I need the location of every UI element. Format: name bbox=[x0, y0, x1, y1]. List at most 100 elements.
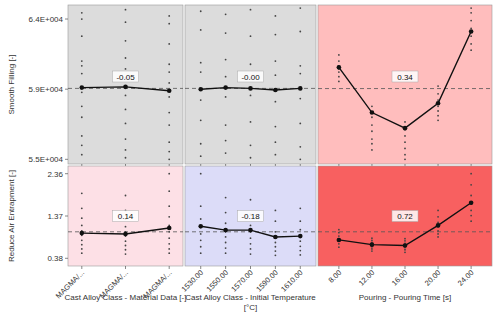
y-tick bbox=[65, 19, 68, 20]
point bbox=[470, 12, 472, 14]
x-tick bbox=[169, 266, 170, 269]
point bbox=[168, 71, 170, 73]
point bbox=[225, 59, 227, 61]
point bbox=[250, 237, 252, 239]
x-tick-label: 1590.00 bbox=[254, 268, 280, 294]
y-tick-label: 0.38 bbox=[47, 254, 63, 263]
point bbox=[81, 18, 83, 20]
main-effect-point bbox=[273, 235, 278, 240]
point bbox=[125, 249, 127, 251]
x-tick bbox=[200, 266, 201, 269]
point bbox=[371, 239, 373, 241]
y-tick-label: 5.9E+004 bbox=[29, 85, 64, 94]
point bbox=[404, 135, 406, 137]
point bbox=[200, 252, 202, 254]
x-tick bbox=[300, 266, 301, 269]
point bbox=[81, 217, 83, 219]
point bbox=[250, 157, 252, 159]
point bbox=[299, 220, 301, 222]
point bbox=[470, 210, 472, 212]
main-effect-line bbox=[339, 32, 471, 129]
point bbox=[299, 65, 301, 67]
point bbox=[338, 80, 340, 82]
point bbox=[470, 43, 472, 45]
point bbox=[168, 158, 170, 160]
point bbox=[250, 144, 252, 146]
point bbox=[338, 54, 340, 56]
annotation: 0.34 bbox=[397, 73, 413, 82]
point bbox=[168, 190, 170, 192]
point bbox=[81, 12, 83, 14]
point bbox=[81, 105, 83, 107]
main-effect-point bbox=[337, 238, 342, 243]
main-effect-point bbox=[198, 87, 203, 92]
main-effect-point bbox=[248, 228, 253, 233]
x-tick bbox=[438, 266, 439, 269]
point bbox=[371, 138, 373, 140]
point bbox=[200, 239, 202, 241]
point bbox=[470, 49, 472, 51]
x-tick-label: 12.00 bbox=[357, 268, 377, 288]
main-effect-point bbox=[469, 29, 474, 34]
point bbox=[371, 149, 373, 151]
point bbox=[437, 222, 439, 224]
point bbox=[225, 222, 227, 224]
point bbox=[81, 252, 83, 254]
point bbox=[371, 237, 373, 239]
y-tick bbox=[65, 216, 68, 217]
main-effect-point bbox=[298, 86, 303, 91]
point bbox=[274, 231, 276, 233]
point bbox=[404, 158, 406, 160]
main-effect-point bbox=[403, 243, 408, 248]
x-tick-label: 1610.00 bbox=[279, 268, 305, 294]
point bbox=[470, 195, 472, 197]
point bbox=[299, 229, 301, 231]
x-tick bbox=[338, 266, 339, 269]
point bbox=[470, 173, 472, 175]
point bbox=[168, 112, 170, 114]
main-effect-point bbox=[198, 224, 203, 229]
point bbox=[225, 13, 227, 15]
point bbox=[125, 68, 127, 70]
point bbox=[250, 199, 252, 201]
x-tick-label: 20.00 bbox=[423, 268, 443, 288]
main-effect-point bbox=[337, 65, 342, 70]
y-tick-label: 1.37 bbox=[47, 212, 63, 221]
point bbox=[371, 116, 373, 118]
point bbox=[250, 35, 252, 37]
point bbox=[437, 110, 439, 112]
x-axis-label-line: Cast Alloy Class - Material Data [-] bbox=[65, 293, 187, 302]
panel-background bbox=[68, 5, 183, 164]
point bbox=[225, 236, 227, 238]
x-tick bbox=[81, 266, 82, 269]
point bbox=[168, 173, 170, 175]
x-tick bbox=[405, 266, 406, 269]
point bbox=[125, 95, 127, 97]
point bbox=[470, 20, 472, 22]
point bbox=[225, 247, 227, 249]
point bbox=[125, 40, 127, 42]
x-tick-label: 24.00 bbox=[456, 268, 476, 288]
marks bbox=[185, 173, 316, 256]
point bbox=[168, 237, 170, 239]
annotation-box bbox=[392, 211, 418, 222]
panel: 0.728.0012.0016.0020.0024.00Pouring - Po… bbox=[318, 166, 492, 302]
point bbox=[437, 210, 439, 212]
point bbox=[274, 34, 276, 36]
main-effect-point bbox=[80, 85, 85, 90]
point bbox=[371, 248, 373, 250]
mean-line bbox=[318, 88, 492, 89]
point bbox=[168, 96, 170, 98]
point bbox=[200, 29, 202, 31]
point bbox=[125, 253, 127, 255]
annotation-box bbox=[238, 211, 264, 222]
x-tick bbox=[371, 266, 372, 269]
main-effect-point bbox=[167, 88, 172, 93]
point bbox=[437, 93, 439, 95]
point bbox=[470, 220, 472, 222]
point bbox=[404, 249, 406, 251]
point bbox=[299, 158, 301, 160]
point bbox=[200, 10, 202, 12]
main-effect-point bbox=[167, 226, 172, 231]
y-tick bbox=[65, 258, 68, 259]
